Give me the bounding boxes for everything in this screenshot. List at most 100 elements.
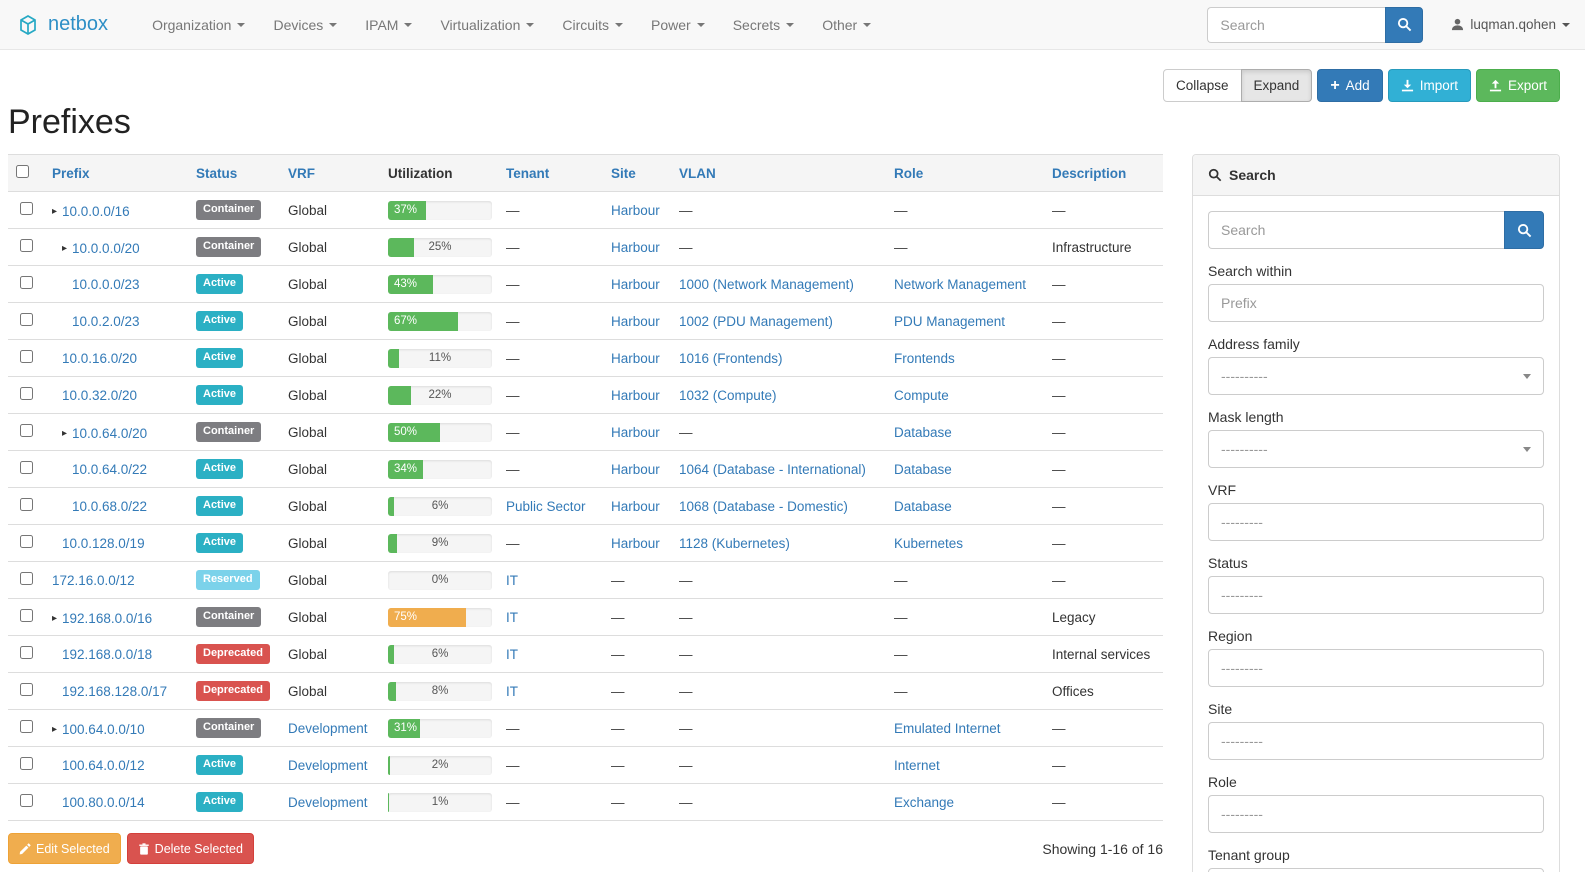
role-link[interactable]: PDU Management xyxy=(894,313,1006,329)
tenant-link[interactable]: IT xyxy=(506,683,518,699)
role-link[interactable]: Compute xyxy=(894,387,949,403)
vrf-link[interactable]: Development xyxy=(288,794,368,810)
role-link[interactable]: Database xyxy=(894,424,952,440)
role-link[interactable]: Internet xyxy=(894,757,940,773)
filter-search-button[interactable] xyxy=(1504,211,1544,249)
brand-link[interactable]: netbox xyxy=(15,12,108,38)
vlan-link[interactable]: 1128 (Kubernetes) xyxy=(679,535,790,551)
role-link[interactable]: Exchange xyxy=(894,794,955,810)
filter-select-role[interactable]: --------- xyxy=(1208,795,1544,833)
row-select-checkbox[interactable] xyxy=(19,350,33,363)
filter-input-search-within[interactable] xyxy=(1208,284,1544,322)
row-select-checkbox[interactable] xyxy=(19,646,33,659)
vlan-link[interactable]: 1068 (Database - Domestic) xyxy=(679,498,848,514)
site-link[interactable]: Harbour xyxy=(611,313,660,329)
nav-item-devices[interactable]: Devices xyxy=(259,0,351,49)
site-link[interactable]: Harbour xyxy=(611,461,660,477)
nav-item-circuits[interactable]: Circuits xyxy=(548,0,637,49)
row-select-checkbox[interactable] xyxy=(19,609,33,622)
site-link[interactable]: Harbour xyxy=(611,350,660,366)
nav-item-ipam[interactable]: IPAM xyxy=(351,0,426,49)
column-header-prefix[interactable]: Prefix xyxy=(44,154,188,192)
row-select-checkbox[interactable] xyxy=(19,683,33,696)
site-link[interactable]: Harbour xyxy=(611,387,660,403)
site-link[interactable]: Harbour xyxy=(611,276,660,292)
prefix-link[interactable]: 10.0.0.0/16 xyxy=(62,203,130,219)
nav-item-power[interactable]: Power xyxy=(637,0,719,49)
filter-search-input[interactable] xyxy=(1208,211,1504,249)
role-link[interactable]: Network Management xyxy=(894,276,1027,292)
edit-selected-button[interactable]: Edit Selected xyxy=(8,833,121,864)
tenant-link[interactable]: IT xyxy=(506,646,518,662)
tenant-link[interactable]: Public Sector xyxy=(506,498,586,514)
nav-item-secrets[interactable]: Secrets xyxy=(719,0,808,49)
prefix-link[interactable]: 10.0.128.0/19 xyxy=(62,535,145,551)
filter-select-tenant-group[interactable]: --------- xyxy=(1208,868,1544,872)
column-header-description[interactable]: Description xyxy=(1044,154,1163,192)
delete-selected-button[interactable]: Delete Selected xyxy=(126,833,254,864)
filter-select-site[interactable]: --------- xyxy=(1208,722,1544,760)
row-select-checkbox[interactable] xyxy=(19,794,33,807)
prefix-link[interactable]: 10.0.64.0/20 xyxy=(72,425,148,441)
column-header-role[interactable]: Role xyxy=(886,154,1044,192)
prefix-link[interactable]: 100.80.0.0/14 xyxy=(62,794,145,810)
row-select-checkbox[interactable] xyxy=(19,572,33,585)
column-header-vrf[interactable]: VRF xyxy=(280,154,380,192)
tenant-link[interactable]: IT xyxy=(506,609,518,625)
import-button[interactable]: Import xyxy=(1387,69,1471,102)
role-link[interactable]: Database xyxy=(894,498,952,514)
expand-button[interactable]: Expand xyxy=(1240,69,1313,102)
row-select-checkbox[interactable] xyxy=(19,202,33,215)
row-select-checkbox[interactable] xyxy=(19,757,33,770)
role-link[interactable]: Kubernetes xyxy=(894,535,964,551)
site-link[interactable]: Harbour xyxy=(611,202,660,218)
select-all-checkbox[interactable] xyxy=(16,165,29,178)
filter-select-address-family[interactable]: ---------- xyxy=(1208,357,1544,395)
prefix-link[interactable]: 10.0.64.0/22 xyxy=(72,461,148,477)
row-select-checkbox[interactable] xyxy=(19,387,33,400)
prefix-link[interactable]: 100.64.0.0/12 xyxy=(62,757,145,773)
row-select-checkbox[interactable] xyxy=(19,313,33,326)
site-link[interactable]: Harbour xyxy=(611,424,660,440)
prefix-link[interactable]: 172.16.0.0/12 xyxy=(52,572,135,588)
prefix-link[interactable]: 10.0.68.0/22 xyxy=(72,498,148,514)
prefix-link[interactable]: 192.168.0.0/16 xyxy=(62,610,153,626)
prefix-link[interactable]: 10.0.2.0/23 xyxy=(72,313,140,329)
site-link[interactable]: Harbour xyxy=(611,535,660,551)
prefix-link[interactable]: 192.168.0.0/18 xyxy=(62,646,153,662)
navbar-search-button[interactable] xyxy=(1385,6,1424,43)
filter-select-status[interactable]: --------- xyxy=(1208,576,1544,614)
add-button[interactable]: + Add xyxy=(1317,69,1383,102)
row-select-checkbox[interactable] xyxy=(19,498,33,511)
row-select-checkbox[interactable] xyxy=(19,461,33,474)
filter-select-mask-length[interactable]: ---------- xyxy=(1208,430,1544,468)
role-link[interactable]: Database xyxy=(894,461,952,477)
row-select-checkbox[interactable] xyxy=(19,239,33,252)
prefix-link[interactable]: 10.0.16.0/20 xyxy=(62,350,138,366)
vlan-link[interactable]: 1002 (PDU Management) xyxy=(679,313,833,329)
user-menu[interactable]: luqman.qohen xyxy=(1451,17,1570,32)
nav-item-other[interactable]: Other xyxy=(808,0,885,49)
site-link[interactable]: Harbour xyxy=(611,498,660,514)
vlan-link[interactable]: 1032 (Compute) xyxy=(679,387,777,403)
collapse-button[interactable]: Collapse xyxy=(1163,69,1242,102)
navbar-search-input[interactable] xyxy=(1207,6,1386,43)
role-link[interactable]: Emulated Internet xyxy=(894,720,1001,736)
vlan-link[interactable]: 1000 (Network Management) xyxy=(679,276,854,292)
row-select-checkbox[interactable] xyxy=(19,424,33,437)
site-link[interactable]: Harbour xyxy=(611,239,660,255)
column-header-site[interactable]: Site xyxy=(603,154,671,192)
nav-item-organization[interactable]: Organization xyxy=(138,0,259,49)
tenant-link[interactable]: IT xyxy=(506,572,518,588)
row-select-checkbox[interactable] xyxy=(19,276,33,289)
row-select-checkbox[interactable] xyxy=(19,535,33,548)
filter-select-vrf[interactable]: --------- xyxy=(1208,503,1544,541)
prefix-link[interactable]: 10.0.0.0/23 xyxy=(72,276,140,292)
export-button[interactable]: Export xyxy=(1475,69,1560,102)
prefix-link[interactable]: 192.168.128.0/17 xyxy=(62,683,168,699)
prefix-link[interactable]: 10.0.32.0/20 xyxy=(62,387,138,403)
column-header-tenant[interactable]: Tenant xyxy=(498,154,603,192)
prefix-link[interactable]: 100.64.0.0/10 xyxy=(62,721,145,737)
row-select-checkbox[interactable] xyxy=(19,720,33,733)
column-header-status[interactable]: Status xyxy=(188,154,280,192)
